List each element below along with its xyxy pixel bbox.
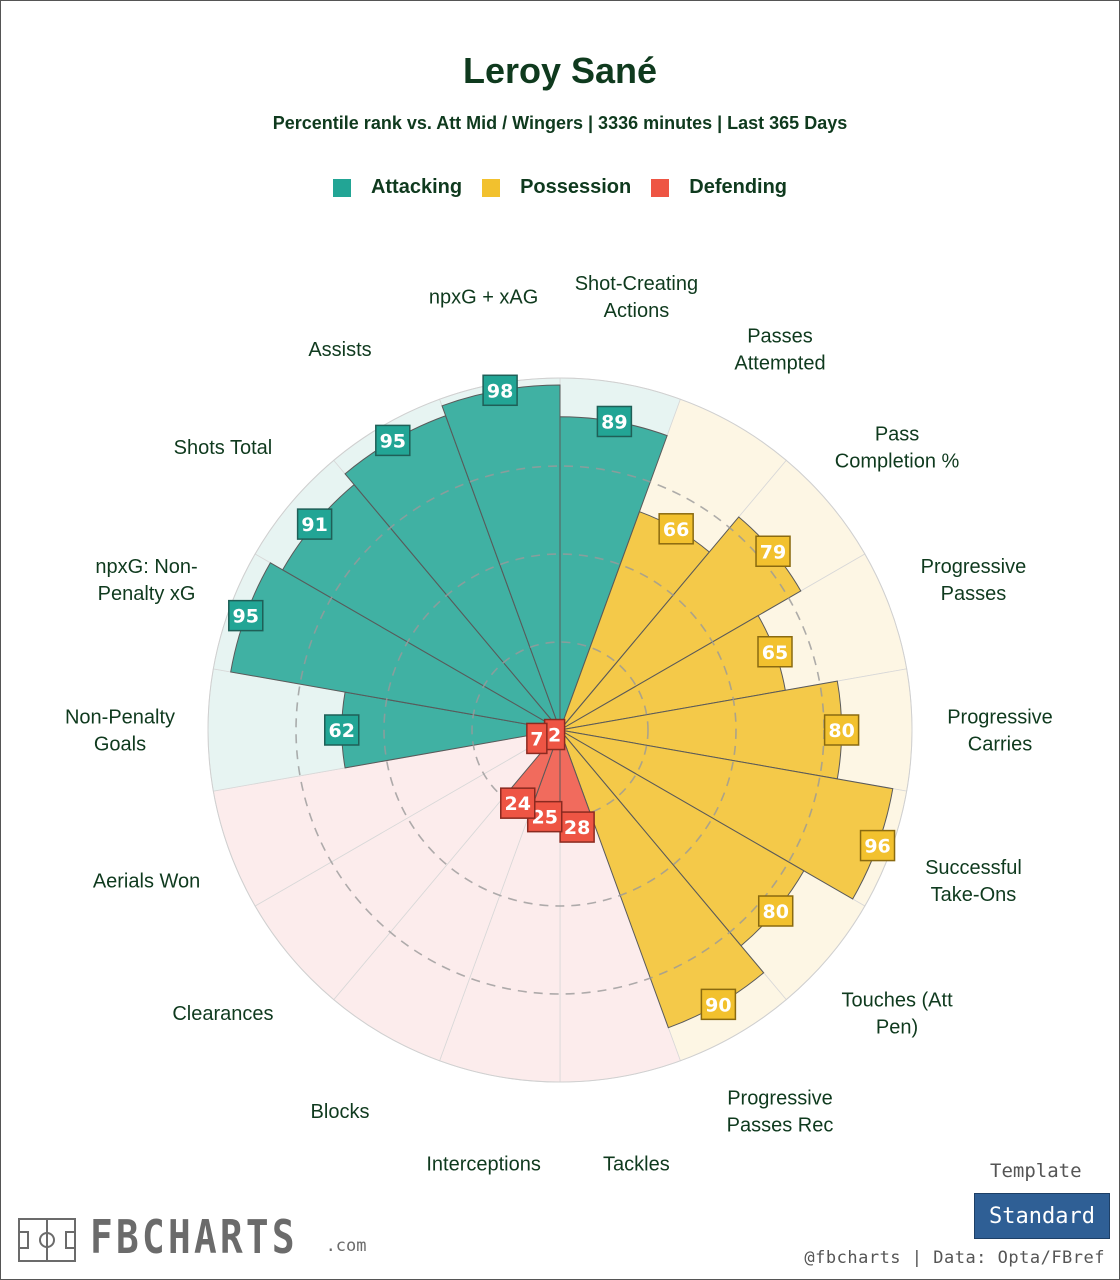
category-label-assists: Assists (308, 339, 371, 361)
outer-ring (207, 377, 913, 1083)
value-box-progressive-passes-rec: 90 (700, 988, 737, 1021)
value-box-bg-npxg-xag (482, 374, 518, 407)
template-label: Template (990, 1160, 1082, 1182)
category-label-npxg-xag: npxG + xAG (429, 287, 539, 309)
category-label-progressive-carries: Progressive Carries (947, 707, 1053, 756)
value-text-interceptions: 25 (531, 807, 557, 829)
bars (230, 384, 894, 1029)
value-text-shots-total: 91 (301, 514, 327, 536)
value-box-bg-tackles (559, 811, 595, 843)
category-labels: Shot-Creating Actions Passes Attempted Pass C… (65, 273, 1053, 1175)
value-box-tackles: 28 (559, 811, 595, 843)
value-text-clearances: 2 (548, 725, 561, 747)
value-text-successful-take-ons: 96 (864, 836, 890, 858)
value-text-progressive-passes: 65 (762, 642, 788, 664)
value-text-assists: 95 (380, 430, 406, 452)
value-box-bg-passes-attempted (658, 513, 694, 545)
category-label-shots-total: Shots Total (174, 437, 273, 459)
legend-swatch-possession (482, 178, 501, 197)
value-box-passes-attempted: 66 (658, 513, 694, 545)
category-label-passes-attempted: Passes Attempted (734, 325, 825, 374)
legend-item-attacking: Attacking (332, 176, 463, 199)
logo-domain: .com (325, 1236, 367, 1256)
value-box-blocks: 24 (500, 787, 536, 819)
value-box-touches-att-pen: 80 (757, 895, 794, 927)
value-text-touches-att-pen: 80 (762, 901, 788, 923)
category-label-successful-take-ons: Successful Take-Ons (925, 857, 1022, 906)
value-box-bg-blocks (500, 787, 536, 819)
value-box-npxg-xag: 98 (482, 374, 518, 407)
template-standard-button[interactable]: Standard (974, 1193, 1110, 1239)
category-label-shot-creating-actions: Shot-Creating Actions (575, 273, 698, 322)
value-box-bg-npxg-non-penalty-xg (228, 599, 264, 632)
category-label-progressive-passes-rec: Progressive Passes Rec (727, 1088, 834, 1137)
value-box-assists: 95 (375, 424, 411, 457)
legend-label-attacking: Attacking (370, 176, 463, 198)
value-box-aerials-won: 7 (526, 722, 548, 755)
value-box-successful-take-ons: 96 (859, 829, 896, 862)
value-text-passes-attempted: 66 (663, 519, 689, 541)
category-label-npxg-non-penalty-xg: npxG: Non-Penalty xG (95, 556, 197, 605)
category-label-pass-completion: Pass Completion % (835, 424, 960, 473)
chart-title: Leroy Sané (462, 50, 658, 91)
value-box-npxg-non-penalty-xg: 95 (228, 599, 264, 632)
category-label-tackles: Tackles (603, 1153, 670, 1175)
value-text-blocks: 24 (505, 793, 531, 815)
category-label-aerials-won: Aerials Won (93, 870, 200, 892)
value-box-pass-completion: 79 (755, 535, 791, 567)
value-text-non-penalty-goals: 62 (329, 720, 355, 742)
value-box-bg-progressive-carries (823, 714, 860, 746)
value-text-npxg-xag: 98 (487, 380, 513, 402)
value-box-bg-aerials-won (526, 722, 548, 755)
legend-swatch-attacking (332, 178, 351, 197)
value-box-bg-progressive-passes (757, 636, 793, 668)
value-box-clearances: 2 (543, 718, 566, 751)
fbcharts-logo: FBCHARTS .com (18, 1212, 367, 1262)
legend-item-defending: Defending (651, 176, 787, 199)
category-label-blocks: Blocks (311, 1101, 370, 1123)
value-box-shot-creating-actions: 89 (596, 405, 633, 438)
pitch-icon (18, 1218, 76, 1262)
value-box-bg-shot-creating-actions (596, 405, 633, 438)
value-box-bg-shots-total (296, 508, 333, 540)
value-box-non-penalty-goals: 62 (324, 714, 360, 746)
category-label-touches-att-pen: Touches (Att Pen) (841, 989, 953, 1038)
data-credit: @fbcharts | Data: Opta/FBref (804, 1248, 1105, 1268)
legend-swatch-defending (651, 178, 670, 197)
grid-ring-25 (471, 641, 649, 819)
value-text-pass-completion: 79 (760, 541, 786, 563)
legend-label-defending: Defending (689, 176, 788, 198)
value-box-bg-non-penalty-goals (324, 714, 360, 746)
logo-text: FBCHARTS (90, 1210, 298, 1264)
value-box-progressive-passes: 65 (757, 636, 793, 668)
value-box-bg-successful-take-ons (859, 829, 896, 862)
value-box-progressive-carries: 80 (823, 714, 860, 746)
value-text-tackles: 28 (564, 817, 590, 839)
value-box-bg-pass-completion (755, 535, 791, 567)
category-label-interceptions: Interceptions (426, 1153, 541, 1175)
chart-subtitle: Percentile rank vs. Att Mid / Wingers | … (272, 113, 848, 133)
value-box-bg-touches-att-pen (757, 895, 794, 927)
legend-label-possession: Possession (520, 176, 632, 198)
value-text-shot-creating-actions: 89 (601, 411, 627, 433)
value-box-bg-progressive-passes-rec (700, 988, 737, 1021)
value-text-npxg-non-penalty-xg: 95 (233, 606, 259, 628)
value-text-progressive-passes-rec: 90 (705, 994, 731, 1016)
category-label-clearances: Clearances (172, 1003, 273, 1025)
value-text-aerials-won: 7 (530, 728, 543, 750)
grid-ring-50 (383, 553, 737, 907)
category-label-progressive-passes: Progressive Passes (921, 556, 1027, 605)
value-text-progressive-carries: 80 (828, 720, 854, 742)
value-box-shots-total: 91 (296, 508, 333, 540)
legend-item-possession: Possession (482, 176, 631, 199)
legend: Attacking Possession Defending (0, 176, 1120, 199)
value-box-bg-assists (375, 424, 411, 457)
category-label-non-penalty-goals: Non-Penalty Goals (65, 707, 175, 756)
